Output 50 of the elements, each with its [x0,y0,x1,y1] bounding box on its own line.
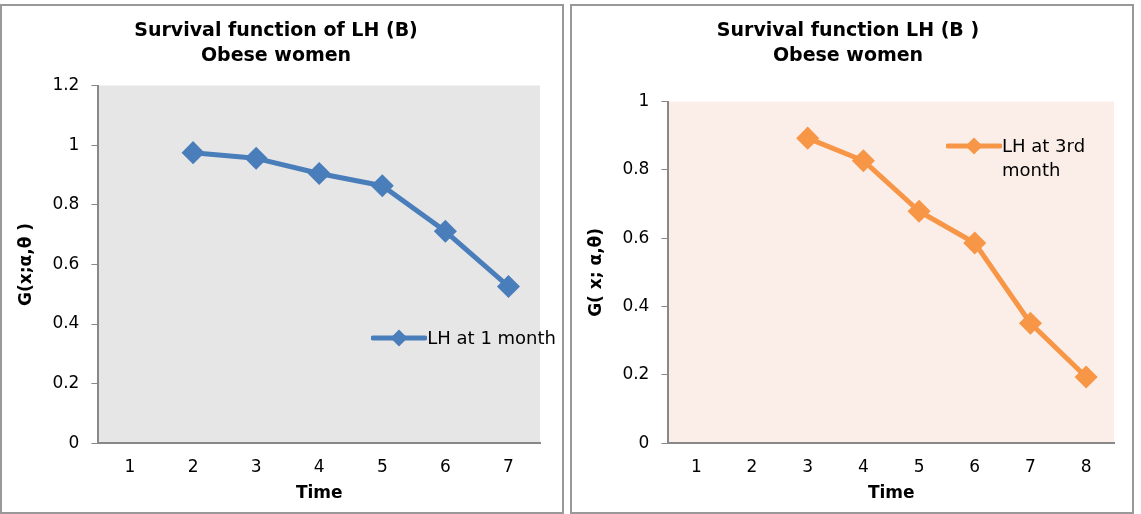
point [852,150,874,172]
y-axis-title: G( x; α,θ) [584,227,605,317]
x-tick-label: 3 [250,455,262,476]
x-tick-label: 6 [439,455,451,476]
y-tick-label: 0.6 [622,226,650,247]
x-tick-label: 7 [1025,455,1036,476]
y-tick-label: 0.4 [622,294,650,315]
x-tick-label: 5 [376,455,388,476]
x-tick-label: 4 [857,455,869,476]
x-tick-label: 2 [746,455,758,476]
y-axis-title: G(x;α,θ ) [14,222,35,306]
x-tick-label: 1 [124,455,136,476]
x-tick-label: 5 [913,455,925,476]
point [371,175,393,197]
chart-subtitle: Obese women [200,43,352,66]
x-tick-label: 8 [1080,455,1092,476]
y-tick-label: 1 [638,90,650,111]
x-axis-title: Time [867,482,915,503]
y-tick-label: 0.8 [622,158,650,179]
x-tick-label: 1 [690,455,702,476]
point [908,200,930,222]
x-tick-label: 3 [802,455,814,476]
y-tick-label: 0.6 [52,252,80,273]
chart-subtitle: Obese women [772,43,924,66]
x-tick-label: 2 [187,455,199,476]
legend-label: LH at 3rd month [1002,134,1087,182]
y-tick-label: 0.2 [622,363,650,384]
y-tick-label: 1.2 [52,74,80,95]
x-tick-label: 4 [313,455,325,476]
legend-label: LH at 1 month [427,326,556,350]
point [797,127,819,149]
point [308,163,330,185]
y-tick-label: 0 [68,431,80,452]
y-tick-label: 0.4 [52,312,80,333]
y-tick-label: 0.8 [52,193,80,214]
point [1019,312,1041,334]
point [497,275,519,297]
y-tick-label: 0.2 [52,372,80,393]
y-tick-label: 1 [68,133,80,154]
y-tick-label: 0 [638,431,650,452]
x-tick-label: 7 [503,455,514,476]
point [245,147,267,169]
point [964,232,986,254]
chart-title: Survival function of LH (B) [134,18,418,41]
point [182,142,204,164]
x-axis-title: Time [295,482,343,503]
x-tick-label: 6 [969,455,981,476]
point [1075,366,1097,388]
chart-title: Survival function LH (B ) [716,18,980,41]
point [434,220,456,242]
